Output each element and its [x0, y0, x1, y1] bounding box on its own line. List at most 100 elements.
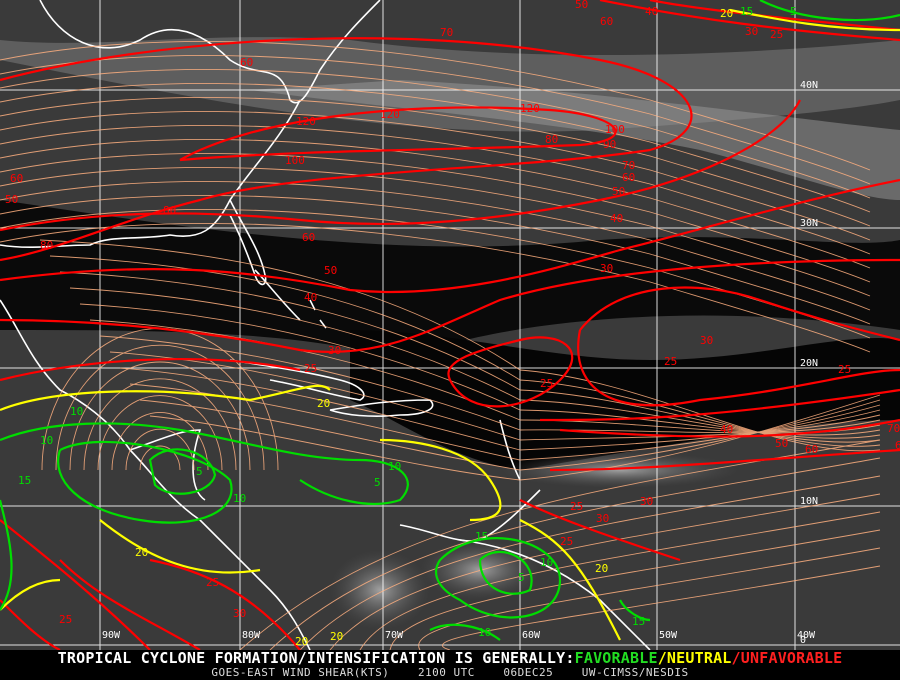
coastlines [0, 0, 651, 650]
contour-label: 20 [295, 635, 308, 648]
legend-separator: / [731, 649, 741, 667]
contour-label: 100 [605, 123, 625, 136]
legend-text: TROPICAL CYCLONE FORMATION/INTENSIFICATI… [57, 649, 575, 667]
streamline [119, 367, 881, 451]
contour-label: 40 [720, 423, 733, 436]
contour-label: 120 [520, 102, 540, 115]
streamline [0, 83, 871, 213]
contour-label: 25 [304, 362, 317, 375]
latitude-label: 30N [800, 218, 818, 229]
streamlines [0, 41, 881, 650]
contour-label: 30 [328, 344, 341, 357]
contour-label: 30 [640, 495, 653, 508]
latitude-label: 40N [800, 80, 818, 91]
streamline [0, 41, 871, 171]
product-info: GOES-EAST WIND SHEAR(KTS) 2100 UTC 06DEC… [0, 667, 900, 679]
longitude-label: 70W [385, 630, 404, 641]
contour-label: 20 [595, 562, 608, 575]
contour-label: 80 [163, 204, 176, 217]
contour-label: 15 [18, 474, 31, 487]
longitude-label: 80W [242, 630, 261, 641]
contour-label: 30 [745, 25, 758, 38]
contour-label: 70 [887, 422, 900, 435]
contour-label: 25 [59, 613, 72, 626]
streamline [389, 529, 881, 650]
contour-label: 50 [324, 264, 337, 277]
contour-label: 80 [40, 239, 53, 252]
streamline [0, 125, 871, 255]
longitude-label: 60W [522, 630, 541, 641]
contour-label: 30 [596, 512, 609, 525]
contour-label: 120 [380, 108, 400, 121]
streamline [0, 97, 871, 227]
contour-label: 25 [206, 576, 219, 589]
contour-label: 10 [233, 492, 246, 505]
contour-label: 25 [560, 535, 573, 548]
contour-label: 60 [10, 172, 23, 185]
contour-label: 25 [770, 28, 783, 41]
contour-label: 60 [302, 231, 315, 244]
streamline [0, 111, 871, 241]
contour-label: 15 [475, 530, 488, 543]
contour-label: 10 [388, 460, 401, 473]
longitude-label: 50W [659, 630, 678, 641]
contour-label: 30 [233, 607, 246, 620]
latitude-label: 10N [800, 496, 818, 507]
streamline [79, 303, 881, 436]
contour-label: 40 [304, 291, 317, 304]
contour-label: 120 [296, 115, 316, 128]
contour-label: 5 [374, 476, 381, 489]
streamline [0, 69, 871, 199]
favorability-legend: TROPICAL CYCLONE FORMATION/INTENSIFICATI… [0, 650, 900, 666]
contour-label: 70 [622, 159, 635, 172]
contour-label: 80 [545, 133, 558, 146]
shear-contours [0, 0, 900, 650]
contour-label: 60 [622, 171, 635, 184]
product-time: 2100 UTC [417, 666, 475, 679]
streamline [111, 412, 209, 471]
streamline [0, 223, 871, 353]
product-name: GOES-EAST WIND SHEAR(KTS) [211, 666, 390, 679]
streamline [0, 153, 871, 283]
legend-favorable: FAVORABLE [574, 649, 658, 667]
contour-label: 50 [575, 0, 588, 11]
latitude-label: 20N [800, 358, 818, 369]
contour-label: 50 [5, 193, 18, 206]
contour-label: 5 [790, 5, 797, 18]
contour-label: 5 [196, 465, 203, 478]
product-source: UW-CIMSS/NESDIS [581, 666, 689, 679]
streamline [149, 394, 881, 481]
contour-label: 50 [775, 437, 788, 450]
streamline [83, 378, 237, 471]
streamline [55, 344, 265, 471]
contour-label: 15 [632, 615, 645, 628]
contour-label: 10 [70, 405, 83, 418]
contour-label: 40 [645, 5, 658, 18]
contour-label: 25 [664, 355, 677, 368]
streamline [99, 335, 881, 434]
contour-label: 30 [600, 262, 613, 275]
streamline [0, 195, 871, 325]
contour-label: 25 [570, 500, 583, 513]
grid-labels: 90W 80W 70W 60W 50W 40W 40N 30N 20N 10N 0 [102, 80, 818, 646]
contour-label: 20 [330, 630, 343, 643]
legend-unfavorable: UNFAVORABLE [740, 649, 843, 667]
streamline [0, 181, 871, 311]
streamline [69, 361, 251, 471]
contour-label: 20 [317, 397, 330, 410]
streamline [329, 493, 881, 650]
contour-label: 10 [40, 434, 53, 447]
contour-label: 30 [700, 334, 713, 347]
streamline [139, 445, 181, 471]
streamline [269, 457, 881, 650]
contour-label: 5 [518, 571, 525, 584]
product-date: 06DEC25 [503, 666, 554, 679]
contour-label: 40 [610, 212, 623, 225]
contour-label: 20 [720, 7, 733, 20]
streamline [0, 55, 871, 185]
contour-label: 25 [838, 363, 851, 376]
longitude-label: 90W [102, 630, 121, 641]
